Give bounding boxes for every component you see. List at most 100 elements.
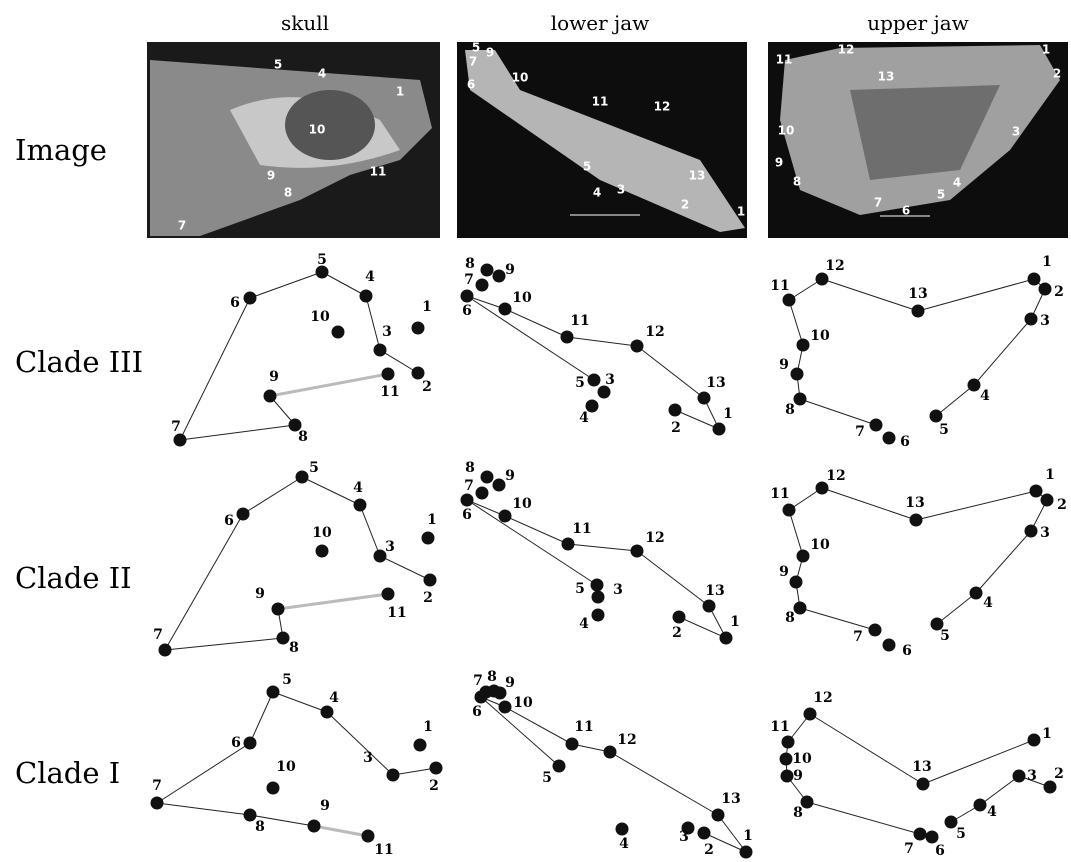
landmark-label: 8 <box>793 805 803 821</box>
photo-landmark-label: 10 <box>778 124 795 138</box>
landmark <box>382 368 395 381</box>
landmark-label: 4 <box>365 269 375 285</box>
landmark-label: 13 <box>912 759 931 775</box>
connector <box>936 385 974 416</box>
landmark <box>592 609 605 622</box>
connector <box>505 309 567 337</box>
landmark-label: 11 <box>374 842 393 858</box>
photo-landmark-label: 12 <box>838 43 855 57</box>
landmark <box>151 797 164 810</box>
landmark <box>481 264 494 277</box>
photo-landmark-label: 1 <box>737 205 745 219</box>
connector <box>327 712 393 775</box>
photo-landmark-label: 5 <box>583 160 591 174</box>
landmark <box>883 432 896 445</box>
landmark-label: 5 <box>956 826 966 842</box>
connector <box>675 410 719 429</box>
landmark <box>794 602 807 615</box>
landmark <box>493 270 506 283</box>
landmark-label: 2 <box>429 778 439 794</box>
landmark-label: 2 <box>704 842 714 858</box>
landmark <box>424 574 437 587</box>
landmark <box>588 374 601 387</box>
connector <box>822 279 918 311</box>
landmark <box>499 303 512 316</box>
column-header: lower jaw <box>551 11 650 35</box>
landmark <box>362 830 375 843</box>
landmark-label: 1 <box>1042 254 1052 270</box>
photo-landmark-label: 6 <box>902 204 910 218</box>
landmark-label: 11 <box>770 719 789 735</box>
connector <box>180 425 295 440</box>
connector-grey <box>314 826 368 836</box>
landmark <box>387 769 400 782</box>
landmark-label: 11 <box>387 605 406 621</box>
connector <box>250 692 273 743</box>
landmark <box>816 273 829 286</box>
connector <box>467 500 597 585</box>
photo-landmark-label: 1 <box>1042 43 1050 57</box>
column-header: skull <box>281 11 329 35</box>
connector <box>322 272 366 296</box>
landmark-label: 6 <box>462 507 472 523</box>
landmark-label: 13 <box>705 583 724 599</box>
landmark-label: 3 <box>605 372 615 388</box>
landmark-label: 9 <box>255 586 265 602</box>
landmark <box>374 344 387 357</box>
landmark <box>244 737 257 750</box>
landmark-label: 10 <box>312 525 332 541</box>
connector <box>807 802 920 834</box>
photo-landmark-label: 11 <box>776 53 793 67</box>
landmark <box>267 782 280 795</box>
connector <box>302 477 360 505</box>
photo-landmark-label: 4 <box>953 176 961 190</box>
landmark-label: 1 <box>423 719 433 735</box>
connector <box>250 272 322 298</box>
landmark-label: 6 <box>230 295 240 311</box>
landmark-label: 7 <box>152 778 162 794</box>
landmark-label: 1 <box>723 406 733 422</box>
landmark-label: 11 <box>380 384 399 400</box>
photo-landmark-label: 7 <box>178 219 186 233</box>
photo-landmark-label: 7 <box>874 196 882 210</box>
landmark <box>713 423 726 436</box>
landmark <box>968 379 981 392</box>
landmark <box>631 545 644 558</box>
landmark-label: 1 <box>1045 467 1055 483</box>
landmark <box>277 632 290 645</box>
landmark-label: 13 <box>908 286 927 302</box>
landmark <box>461 290 474 303</box>
landmark-label: 3 <box>1040 313 1050 329</box>
landmark <box>797 550 810 563</box>
landmark-label: 1 <box>743 828 753 844</box>
photo-landmark-label: 9 <box>267 169 275 183</box>
landmark-label: 10 <box>792 751 812 767</box>
landmark <box>783 504 796 517</box>
landmark-label: 13 <box>905 495 924 511</box>
connector <box>800 399 876 425</box>
landmark-label: 12 <box>813 690 832 706</box>
landmark <box>237 508 250 521</box>
landmark <box>791 368 804 381</box>
landmark-label: 3 <box>1040 525 1050 541</box>
landmark <box>917 778 930 791</box>
photo-landmark-label: 13 <box>878 70 895 84</box>
landmark-label: 10 <box>512 496 532 512</box>
landmark <box>870 419 883 432</box>
connector <box>567 337 637 346</box>
connector-grey <box>278 594 388 609</box>
landmark <box>604 746 617 759</box>
landmark <box>308 820 321 833</box>
landmark-label: 4 <box>983 595 993 611</box>
connector <box>637 551 709 606</box>
connector <box>937 593 976 624</box>
connector <box>273 692 327 712</box>
photo-landmark-label: 8 <box>284 186 292 200</box>
connector <box>980 776 1019 805</box>
landmark <box>476 487 489 500</box>
landmark <box>804 708 817 721</box>
landmark <box>332 326 345 339</box>
landmark <box>910 514 923 527</box>
landmark-label: 7 <box>464 272 474 288</box>
landmark <box>616 823 629 836</box>
